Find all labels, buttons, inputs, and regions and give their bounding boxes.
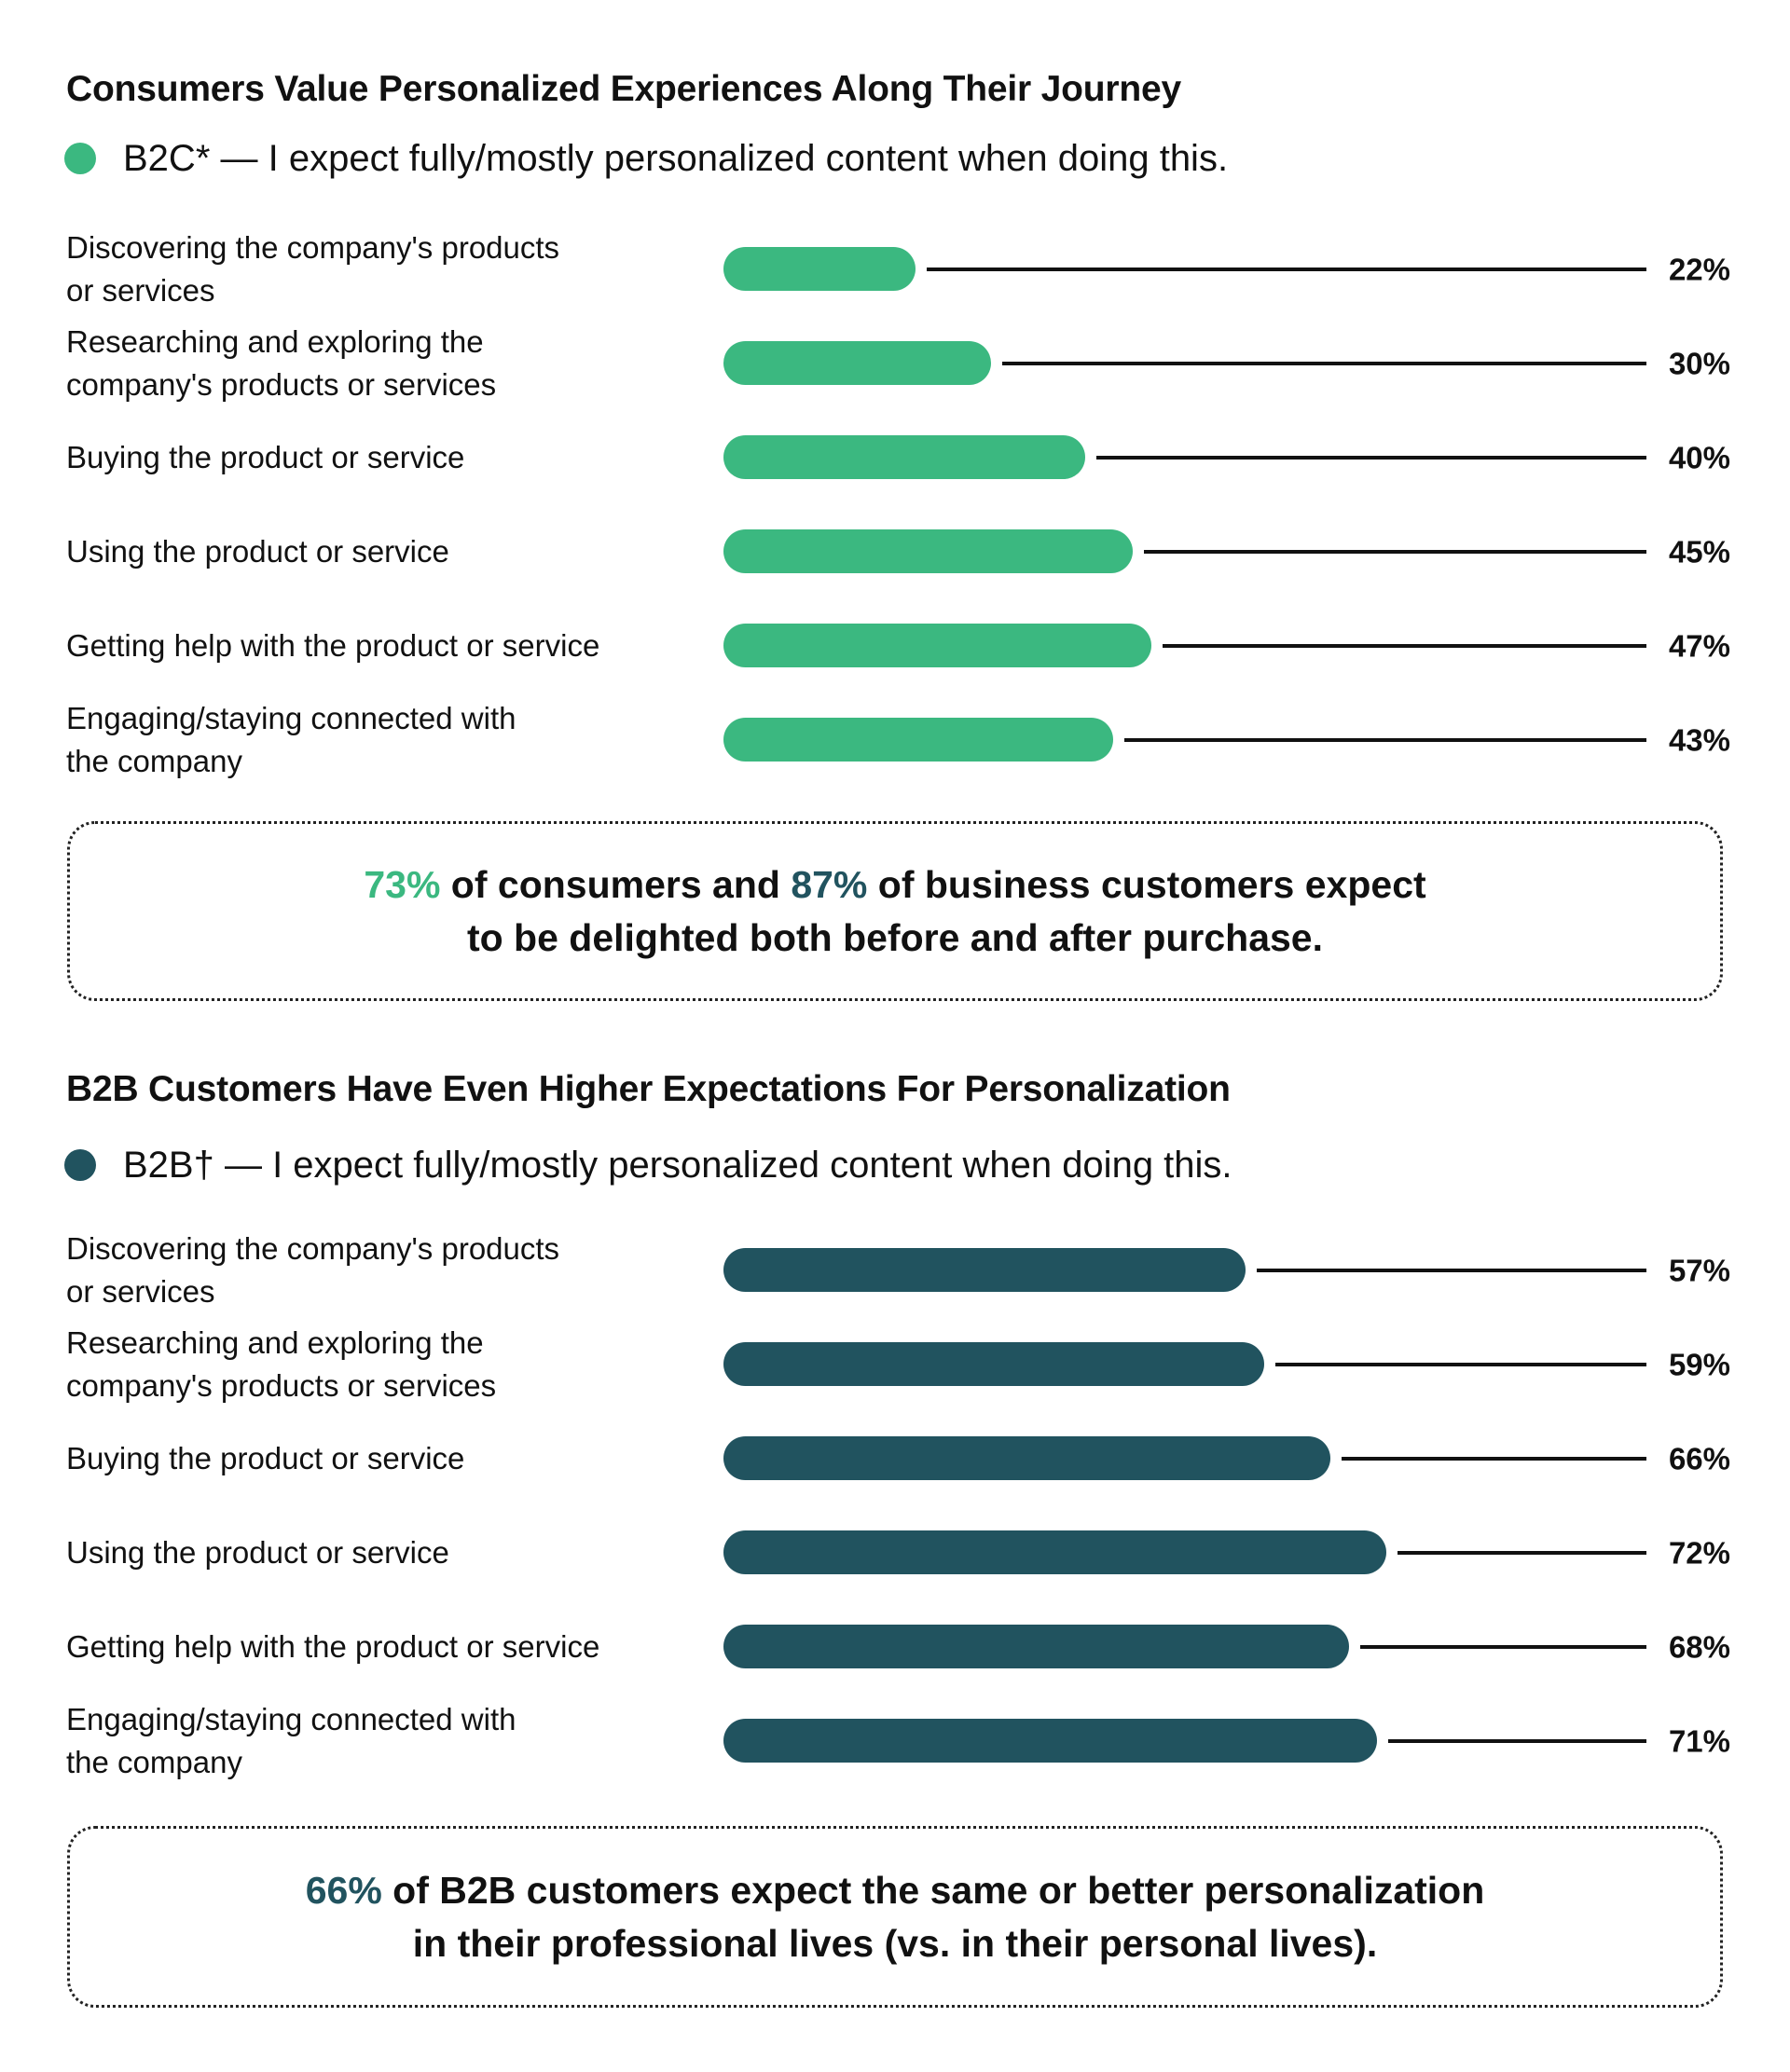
b2c-bar	[723, 435, 1085, 479]
b2c-bar-row: Using the product or service 45%	[0, 529, 1790, 573]
b2b-leader-line	[1359, 1645, 1646, 1649]
b2b-value-label: 72%	[1668, 1535, 1730, 1570]
b2b-callout-text-1: of B2B customers expect the same or bett…	[381, 1868, 1485, 1912]
b2b-value-label: 68%	[1668, 1629, 1730, 1664]
b2b-leader-line	[1274, 1363, 1646, 1366]
b2b-bar-row: Discovering the company's products or se…	[0, 1231, 1790, 1309]
b2c-legend-dot-icon	[64, 143, 96, 174]
b2c-leader-line	[1124, 738, 1646, 742]
b2c-bar-row: Engaging/staying connected with the comp…	[0, 701, 1790, 778]
b2c-bar	[723, 624, 1151, 667]
b2c-bar	[723, 341, 991, 385]
b2c-bar	[723, 718, 1114, 762]
b2b-bar	[723, 1719, 1378, 1763]
b2b-bar	[723, 1625, 1349, 1668]
b2b-bar	[723, 1436, 1330, 1480]
b2c-callout-highlight-consumers: 73%	[364, 862, 441, 906]
b2b-value-label: 59%	[1668, 1347, 1730, 1381]
b2b-bar-row: Engaging/staying connected with the comp…	[0, 1702, 1790, 1779]
b2c-bar	[723, 247, 916, 291]
b2c-callout-line-1: 73% of consumers and 87% of business cus…	[364, 858, 1425, 912]
b2c-callout-text-1: of consumers and	[440, 862, 792, 906]
b2b-bar-row: Researching and exploring the company's …	[0, 1325, 1790, 1403]
b2b-leader-line	[1398, 1551, 1646, 1555]
b2c-leader-line	[1096, 456, 1646, 460]
b2c-bar-row: Discovering the company's products or se…	[0, 230, 1790, 308]
b2c-bar-row: Getting help with the product or service…	[0, 624, 1790, 667]
b2c-legend-text: B2C* — I expect fully/mostly personalize…	[123, 138, 1229, 179]
b2b-callout-line-2: in their professional lives (vs. in thei…	[412, 1921, 1378, 1965]
b2b-category-label: Researching and exploring the company's …	[66, 1324, 497, 1403]
b2b-bar	[723, 1530, 1387, 1574]
b2c-category-label: Discovering the company's products or se…	[66, 229, 560, 308]
b2c-value-label: 47%	[1668, 628, 1730, 663]
b2c-leader-line	[1143, 550, 1646, 554]
b2c-value-label: 30%	[1668, 346, 1730, 380]
b2b-legend-dot-icon	[64, 1149, 96, 1181]
b2b-title: B2B Customers Have Even Higher Expectati…	[66, 1069, 1231, 1109]
b2b-category-label: Engaging/staying connected with the comp…	[66, 1701, 516, 1779]
b2c-value-label: 43%	[1668, 722, 1730, 757]
b2b-category-label: Buying the product or service	[66, 1440, 465, 1475]
b2c-category-label: Buying the product or service	[66, 439, 465, 474]
b2b-leader-line	[1341, 1457, 1646, 1461]
b2b-value-label: 66%	[1668, 1441, 1730, 1475]
b2c-category-label: Engaging/staying connected with the comp…	[66, 700, 516, 778]
b2b-value-label: 57%	[1668, 1253, 1730, 1287]
b2c-value-label: 40%	[1668, 440, 1730, 474]
b2c-leader-line	[1002, 362, 1646, 365]
b2c-category-label: Getting help with the product or service	[66, 627, 600, 663]
b2b-leader-line	[1256, 1269, 1646, 1272]
b2b-category-label: Getting help with the product or service	[66, 1628, 600, 1664]
b2b-category-label: Discovering the company's products or se…	[66, 1230, 560, 1309]
b2b-leader-line	[1388, 1739, 1646, 1743]
b2b-category-label: Using the product or service	[66, 1534, 449, 1570]
b2c-callout-line-2: to be delighted both before and after pu…	[466, 915, 1324, 959]
b2b-bar	[723, 1248, 1246, 1292]
b2c-bar	[723, 529, 1133, 573]
b2b-bar-row: Getting help with the product or service…	[0, 1625, 1790, 1668]
b2b-bar	[723, 1342, 1264, 1386]
b2b-callout-text: 66% of B2B customers expect the same or …	[306, 1864, 1485, 1970]
b2b-bar-row: Buying the product or service 66%	[0, 1436, 1790, 1480]
b2b-callout-line-1: 66% of B2B customers expect the same or …	[306, 1864, 1485, 1917]
b2b-legend: B2B† — I expect fully/mostly personalize…	[64, 1146, 1232, 1184]
b2c-callout-text: 73% of consumers and 87% of business cus…	[364, 858, 1425, 965]
b2b-bar-row: Using the product or service 72%	[0, 1530, 1790, 1574]
b2c-value-label: 45%	[1668, 534, 1730, 569]
b2b-callout-highlight: 66%	[305, 1868, 382, 1912]
b2c-title: Consumers Value Personalized Experiences…	[66, 69, 1181, 109]
b2c-category-label: Using the product or service	[66, 533, 449, 569]
b2b-value-label: 71%	[1668, 1723, 1730, 1758]
b2c-category-label: Researching and exploring the company's …	[66, 323, 497, 402]
b2c-bar-row: Researching and exploring the company's …	[0, 324, 1790, 402]
b2c-callout-text-2: of business customers expect	[867, 862, 1426, 906]
b2c-legend: B2C* — I expect fully/mostly personalize…	[64, 140, 1228, 177]
b2c-leader-line	[1162, 644, 1646, 648]
b2c-leader-line	[927, 268, 1646, 271]
b2c-callout-highlight-business: 87%	[791, 862, 868, 906]
b2b-legend-text: B2B† — I expect fully/mostly personalize…	[123, 1145, 1232, 1186]
b2c-callout-box: 73% of consumers and 87% of business cus…	[67, 821, 1723, 1001]
b2b-callout-box: 66% of B2B customers expect the same or …	[67, 1826, 1723, 2008]
b2c-value-label: 22%	[1668, 252, 1730, 286]
b2c-bar-row: Buying the product or service 40%	[0, 435, 1790, 479]
